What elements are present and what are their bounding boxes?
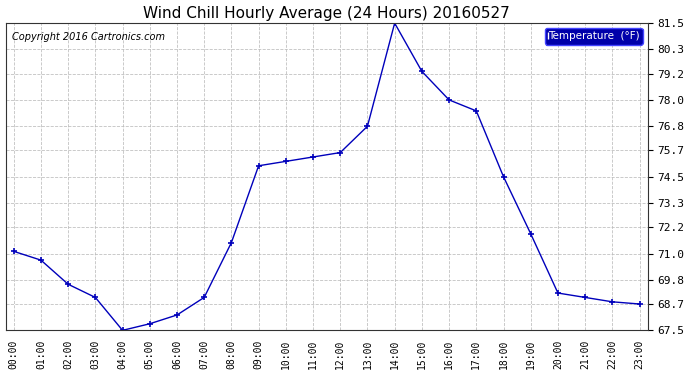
Title: Wind Chill Hourly Average (24 Hours) 20160527: Wind Chill Hourly Average (24 Hours) 201… bbox=[144, 6, 510, 21]
Legend: Temperature  (°F): Temperature (°F) bbox=[544, 28, 642, 45]
Text: Copyright 2016 Cartronics.com: Copyright 2016 Cartronics.com bbox=[12, 32, 165, 42]
